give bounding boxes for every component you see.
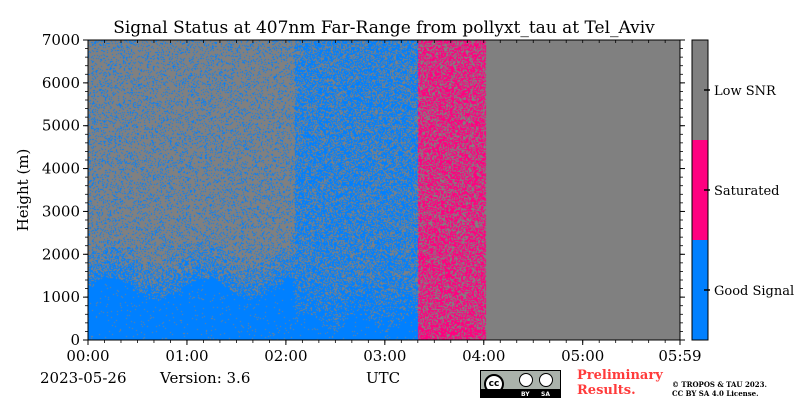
x-axis-ticks: 00:00 01:00 02:00 03:00 04:00 05:00 05:59 [66,40,702,365]
colorbar-segment [692,240,708,340]
x-tick-label: 05:59 [658,347,701,365]
y-axis-label: Height (m) [14,149,32,232]
colorbar-label: Saturated [714,184,779,199]
colorbar-frame [691,39,709,341]
y-tick-label: 0 [70,331,80,349]
chart-title: Signal Status at 407nm Far-Range from po… [113,18,655,38]
y-tick-label: 7000 [42,31,80,49]
preliminary-line-1: Preliminary [577,368,663,383]
footer-version: Version: 3.6 [160,369,251,387]
y-tick-label: 3000 [42,202,80,220]
colorbar: Good Signal Saturated Low SNR [691,39,794,341]
copyright-line-2: CC BY SA 4.0 License. [672,389,759,398]
x-tick-label: 00:00 [66,347,109,365]
colorbar-label: Low SNR [714,84,777,99]
by-label: BY [521,391,530,398]
y-tick-label: 4000 [42,160,80,178]
x-tick-label: 04:00 [462,347,505,365]
x-tick-label: 03:00 [363,347,406,365]
footer-time-label: UTC [366,369,401,387]
plot-area [87,39,681,341]
cc-license-badge: cc BY SA [480,370,561,398]
x-tick-label: 02:00 [264,347,307,365]
x-tick-label: 01:00 [165,347,208,365]
signal-status-heatmap [88,40,680,340]
y-tick-label: 5000 [42,117,80,135]
x-tick-label: 05:00 [561,347,604,365]
y-tick-label: 6000 [42,74,80,92]
copyright-notice: © TROPOS & TAU 2023. CC BY SA 4.0 Licens… [672,380,767,398]
copyright-line-1: © TROPOS & TAU 2023. [672,380,767,389]
y-tick-label: 2000 [42,245,80,263]
colorbar-segment [692,140,708,240]
license-bar [481,389,560,397]
colorbar-segment [692,40,708,140]
plot-frame [87,39,681,341]
preliminary-line-2: Results. [577,383,636,398]
y-tick-label: 1000 [42,288,80,306]
y-axis-ticks: 0 1000 2000 3000 4000 5000 6000 7000 [42,31,685,349]
preliminary-notice: Preliminary Results. [577,368,663,398]
share-alike-icon [539,373,553,387]
footer-date: 2023-05-26 [40,369,127,387]
attribution-icon [519,373,533,387]
sa-label: SA [541,391,550,398]
colorbar-label: Good Signal [714,284,794,299]
